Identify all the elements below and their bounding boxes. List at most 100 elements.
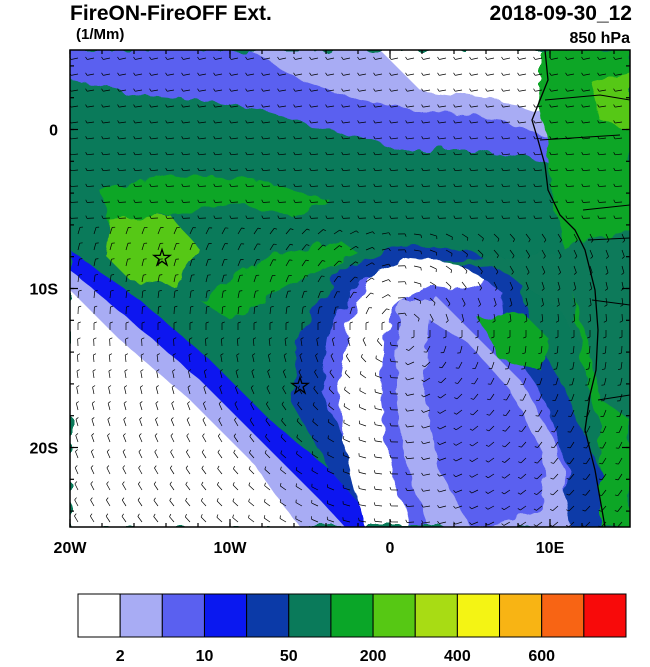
wind-barb bbox=[599, 137, 607, 140]
wind-barb bbox=[203, 387, 207, 395]
wind-barb bbox=[423, 457, 431, 460]
wind-barb-flag bbox=[91, 417, 95, 420]
wind-barb bbox=[455, 521, 463, 525]
wind-barb bbox=[237, 259, 241, 267]
wind-barb bbox=[295, 73, 303, 76]
wind-barb-flag bbox=[213, 120, 216, 124]
wind-barb bbox=[588, 361, 591, 369]
wind-barb-flag bbox=[117, 167, 120, 171]
wind-barb-flag bbox=[74, 513, 77, 517]
wind-barb-flag bbox=[437, 88, 440, 92]
wind-barb-flag bbox=[181, 167, 184, 171]
wind-barb bbox=[87, 105, 95, 108]
wind-barb-flag bbox=[277, 88, 280, 92]
wind-barb-flag bbox=[549, 104, 552, 108]
wind-barb bbox=[237, 243, 242, 251]
wind-barb-flag bbox=[106, 465, 110, 468]
wind-barb-flag bbox=[597, 120, 600, 124]
wind-barb-flag bbox=[443, 336, 447, 339]
wind-barb bbox=[519, 89, 527, 92]
wind-barb bbox=[605, 313, 607, 322]
wind-barb bbox=[170, 419, 175, 427]
wind-barb-flag bbox=[517, 136, 520, 140]
wind-barb-flag bbox=[533, 508, 537, 511]
wind-barb-flag bbox=[165, 56, 168, 60]
wind-barb bbox=[503, 89, 511, 92]
wind-barb bbox=[470, 185, 479, 187]
wind-barb-flag bbox=[282, 385, 285, 389]
wind-barb-flag bbox=[389, 72, 392, 76]
wind-barb-flag bbox=[268, 337, 272, 340]
wind-barb bbox=[569, 441, 575, 449]
wind-barb bbox=[487, 57, 495, 60]
wind-barb-flag bbox=[485, 491, 489, 494]
wind-barb-flag bbox=[485, 88, 488, 92]
wind-barb-flag bbox=[172, 353, 176, 356]
wind-barb bbox=[230, 185, 239, 187]
wind-barb bbox=[407, 393, 415, 396]
wind-barb bbox=[221, 227, 226, 235]
wind-barb-flag bbox=[328, 402, 330, 406]
wind-barb-flag bbox=[405, 183, 408, 187]
wind-barb bbox=[253, 243, 258, 251]
wind-barb bbox=[103, 89, 111, 92]
wind-barb-flag bbox=[232, 498, 235, 502]
wind-barb-flag bbox=[221, 321, 225, 324]
wind-barb-flag bbox=[619, 320, 623, 323]
wind-barb bbox=[153, 500, 159, 507]
wind-barb-flag bbox=[286, 306, 290, 308]
wind-barb-flag bbox=[251, 369, 255, 372]
wind-barb-flag bbox=[469, 72, 472, 76]
wind-barb-flag bbox=[189, 321, 193, 324]
wind-barb bbox=[90, 499, 95, 507]
wind-barb bbox=[423, 121, 431, 124]
wind-barb bbox=[615, 169, 623, 172]
wind-barb bbox=[487, 105, 495, 108]
wind-barb-flag bbox=[133, 88, 136, 92]
wind-barb-flag bbox=[469, 136, 472, 140]
wind-barb bbox=[313, 388, 319, 395]
colorbar-swatch bbox=[541, 593, 585, 638]
wind-barb-flag bbox=[519, 414, 523, 417]
wind-barb bbox=[267, 355, 271, 363]
wind-barb-flag bbox=[322, 244, 326, 247]
wind-barb-flag bbox=[517, 508, 521, 511]
wind-barb-flag bbox=[397, 321, 401, 324]
wind-barb bbox=[359, 153, 367, 156]
wind-barb bbox=[311, 453, 319, 459]
wind-barb bbox=[118, 185, 127, 187]
wind-barb-flag bbox=[553, 368, 557, 370]
wind-barb-flag bbox=[481, 254, 484, 258]
wind-barb bbox=[455, 105, 463, 108]
x-tick-label: 20W bbox=[54, 540, 88, 557]
wind-barb bbox=[503, 169, 511, 172]
wind-barb-flag bbox=[470, 398, 474, 400]
wind-barb-flag bbox=[213, 56, 216, 60]
wind-barb-flag bbox=[508, 320, 512, 323]
wind-barb bbox=[235, 371, 239, 379]
wind-barb bbox=[455, 473, 463, 478]
wind-barb bbox=[92, 355, 95, 363]
wind-barb bbox=[300, 339, 303, 347]
wind-barb bbox=[280, 436, 287, 443]
wind-barb-flag bbox=[501, 72, 504, 76]
wind-barb bbox=[282, 387, 287, 395]
wind-barb bbox=[93, 275, 96, 283]
wind-barb bbox=[167, 57, 175, 60]
wind-barb bbox=[314, 371, 319, 379]
wind-barb bbox=[109, 275, 112, 283]
wind-barb bbox=[557, 313, 560, 321]
wind-barb-flag bbox=[264, 498, 266, 502]
wind-barb-flag bbox=[181, 72, 184, 76]
wind-barb-flag bbox=[296, 418, 299, 422]
wind-barb-flag bbox=[598, 510, 602, 512]
wind-barb bbox=[359, 121, 367, 124]
wind-barb bbox=[557, 297, 560, 305]
wind-barb-flag bbox=[507, 336, 511, 339]
wind-barb bbox=[237, 275, 241, 283]
wind-barb bbox=[471, 169, 479, 172]
wind-barb-flag bbox=[261, 104, 264, 108]
wind-barb bbox=[439, 409, 447, 414]
wind-barb bbox=[461, 265, 468, 272]
wind-barb-flag bbox=[557, 288, 561, 291]
